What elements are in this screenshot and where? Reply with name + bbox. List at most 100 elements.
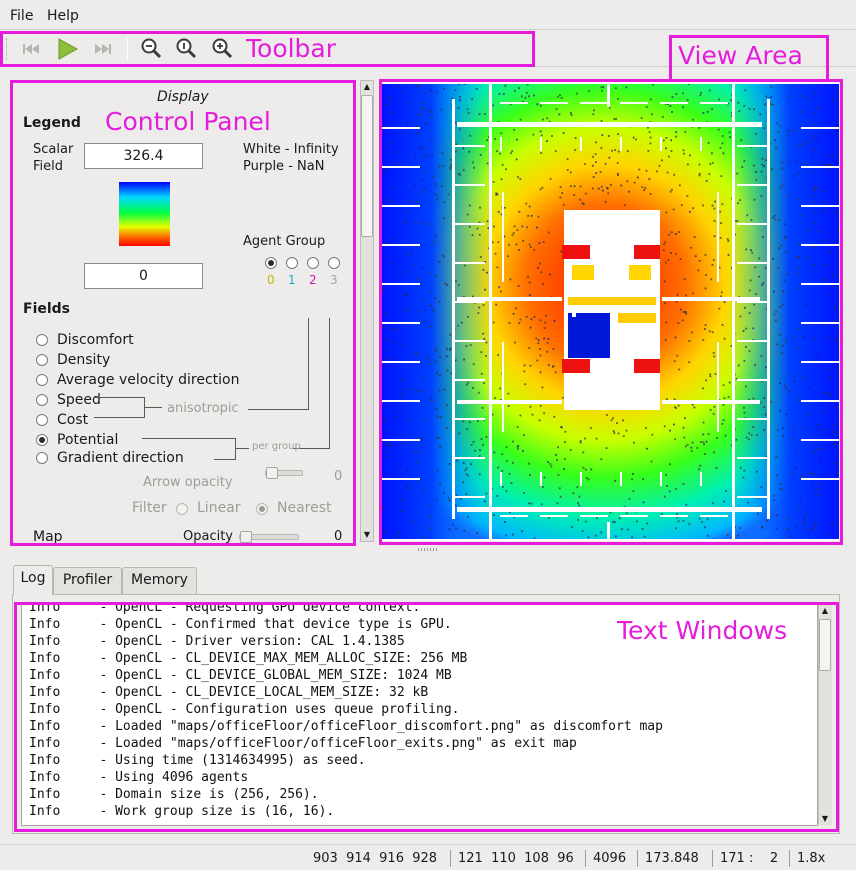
splitter-handle[interactable] bbox=[418, 548, 438, 551]
scalar-label: Scalar bbox=[33, 142, 74, 157]
field-radio-cost[interactable] bbox=[36, 414, 48, 426]
arrow-opacity-handle[interactable] bbox=[266, 467, 278, 479]
zoom-in-icon bbox=[212, 38, 233, 59]
agent-group-option-label: 1 bbox=[288, 273, 296, 287]
field-radio-average-velocity-direction[interactable] bbox=[36, 374, 48, 386]
log-line: Info - Loaded "maps/officeFloor/officeFl… bbox=[29, 719, 663, 734]
field-radio-potential[interactable] bbox=[36, 434, 48, 446]
status-segment: 1.8x bbox=[797, 851, 826, 866]
agent-group-radio-2[interactable] bbox=[307, 257, 319, 269]
play-button[interactable] bbox=[55, 37, 79, 61]
map-opacity-value: 0 bbox=[334, 529, 343, 543]
per-group-label: per group bbox=[252, 441, 301, 452]
skip-backward-button[interactable] bbox=[20, 37, 44, 61]
map-opacity-label: Opacity bbox=[183, 529, 234, 543]
tab-log[interactable]: Log bbox=[13, 565, 53, 595]
status-segment: 171 : 2 bbox=[720, 851, 779, 866]
purple-nan-note: Purple - NaN bbox=[243, 159, 325, 174]
log-line: Info - OpenCL - CL_DEVICE_LOCAL_MEM_SIZE… bbox=[29, 685, 429, 700]
play-icon bbox=[58, 38, 79, 60]
map-label: Map bbox=[33, 529, 63, 543]
field-option-label: Potential bbox=[57, 432, 119, 448]
color-legend-gradient bbox=[119, 182, 170, 246]
agent-group-option-label: 3 bbox=[330, 273, 338, 287]
field-label: Field bbox=[33, 159, 64, 174]
scalar-max-field[interactable]: 326.4 bbox=[84, 143, 203, 169]
log-scroll-down-icon[interactable]: ▼ bbox=[821, 814, 829, 823]
log-text-window[interactable]: Info - OpenCL - Requesting GPU device co… bbox=[21, 604, 818, 826]
field-option-label: Density bbox=[57, 352, 111, 368]
view-area-annotation: View Area bbox=[678, 41, 803, 70]
zoom-out-button[interactable] bbox=[139, 37, 163, 61]
log-line: Info - OpenCL - Confirmed that device ty… bbox=[29, 617, 452, 632]
toolbar-annotation: Toolbar bbox=[246, 34, 337, 63]
text-windows-annotation: Text Windows bbox=[617, 616, 788, 645]
legend-heading: Legend bbox=[23, 115, 81, 131]
field-option-label: Speed bbox=[57, 392, 101, 408]
control-panel: Display Legend Scalar Field 326.4 0 Whit… bbox=[10, 80, 355, 543]
field-option-label: Cost bbox=[57, 412, 89, 428]
room-walls bbox=[382, 102, 839, 517]
view-area[interactable] bbox=[382, 82, 839, 541]
agent-group-radio-0[interactable] bbox=[265, 257, 277, 269]
zoom-reset-button[interactable] bbox=[174, 37, 198, 61]
field-radio-discomfort[interactable] bbox=[36, 334, 48, 346]
log-line: Info - OpenCL - Driver version: CAL 1.4.… bbox=[29, 634, 405, 649]
log-line: Info - Domain size is (256, 256). bbox=[29, 787, 319, 802]
filter-radio-linear[interactable] bbox=[176, 503, 188, 515]
field-option-label: Gradient direction bbox=[57, 450, 184, 466]
zoom-in-button[interactable] bbox=[210, 37, 234, 61]
scalar-min-field[interactable]: 0 bbox=[84, 263, 203, 289]
filter-label: Filter bbox=[132, 500, 167, 516]
log-line: Info - Using 4096 agents bbox=[29, 770, 249, 785]
agent-group-option-label: 0 bbox=[267, 273, 275, 287]
zoom-reset-icon bbox=[176, 38, 197, 59]
zoom-out-icon bbox=[141, 38, 162, 59]
menubar: File Help bbox=[0, 0, 856, 30]
control-panel-annotation: Control Panel bbox=[105, 107, 271, 136]
scroll-down-icon[interactable]: ▼ bbox=[363, 530, 371, 539]
arrow-opacity-value: 0 bbox=[334, 469, 343, 484]
log-line: Info - OpenCL - CL_DEVICE_GLOBAL_MEM_SIZ… bbox=[29, 668, 452, 683]
status-segment: 4096 bbox=[593, 851, 627, 866]
field-radio-speed[interactable] bbox=[36, 394, 48, 406]
scroll-up-icon[interactable]: ▲ bbox=[363, 82, 371, 91]
log-scroll-thumb[interactable] bbox=[819, 619, 831, 671]
skip-forward-button[interactable] bbox=[90, 37, 114, 61]
field-option-label: Discomfort bbox=[57, 332, 134, 348]
menu-file[interactable]: File bbox=[10, 8, 34, 24]
log-scrollbar[interactable]: ▲ ▼ bbox=[818, 605, 832, 825]
map-opacity-slider[interactable] bbox=[239, 531, 299, 543]
log-line: Info - OpenCL - CL_DEVICE_MAX_MEM_ALLOC_… bbox=[29, 651, 468, 666]
anisotropic-label: anisotropic bbox=[167, 401, 239, 416]
agent-group-label: Agent Group bbox=[243, 234, 326, 249]
field-radio-density[interactable] bbox=[36, 354, 48, 366]
panel-title: Display bbox=[157, 89, 209, 105]
log-line: Info - Loaded "maps/officeFloor/officeFl… bbox=[29, 736, 577, 751]
log-line: Info - Work group size is (16, 16). bbox=[29, 804, 335, 819]
skip-backward-icon bbox=[23, 44, 39, 54]
arrow-opacity-slider[interactable] bbox=[265, 467, 303, 479]
panel-scrollbar[interactable]: ▲ ▼ bbox=[360, 80, 374, 542]
status-bar: 903 914 916 928 121 110 108 96 4096 173.848… bbox=[0, 844, 856, 870]
map-opacity-handle[interactable] bbox=[240, 531, 252, 543]
status-segment: 121 110 108 96 bbox=[458, 851, 574, 866]
tab-memory[interactable]: Memory bbox=[122, 567, 197, 594]
field-option-label: Average velocity direction bbox=[57, 372, 240, 388]
arrow-opacity-label: Arrow opacity bbox=[143, 475, 233, 490]
filter-radio-nearest[interactable] bbox=[256, 503, 268, 515]
status-segment: 173.848 bbox=[645, 851, 699, 866]
panel-scroll-thumb[interactable] bbox=[361, 95, 373, 237]
log-lines: Info - OpenCL - Requesting GPU device co… bbox=[29, 605, 663, 820]
simulation-view[interactable] bbox=[382, 82, 839, 541]
log-line: Info - Using time (1314634995) as seed. bbox=[29, 753, 366, 768]
agent-group-radio-3[interactable] bbox=[328, 257, 340, 269]
filter-option-label: Linear bbox=[197, 500, 241, 516]
fields-heading: Fields bbox=[23, 301, 71, 317]
agent-group-radio-1[interactable] bbox=[286, 257, 298, 269]
menu-help[interactable]: Help bbox=[47, 8, 79, 24]
tab-profiler[interactable]: Profiler bbox=[53, 567, 122, 594]
filter-option-label: Nearest bbox=[277, 500, 332, 516]
field-radio-gradient-direction[interactable] bbox=[36, 452, 48, 464]
log-scroll-up-icon[interactable]: ▲ bbox=[821, 606, 829, 615]
